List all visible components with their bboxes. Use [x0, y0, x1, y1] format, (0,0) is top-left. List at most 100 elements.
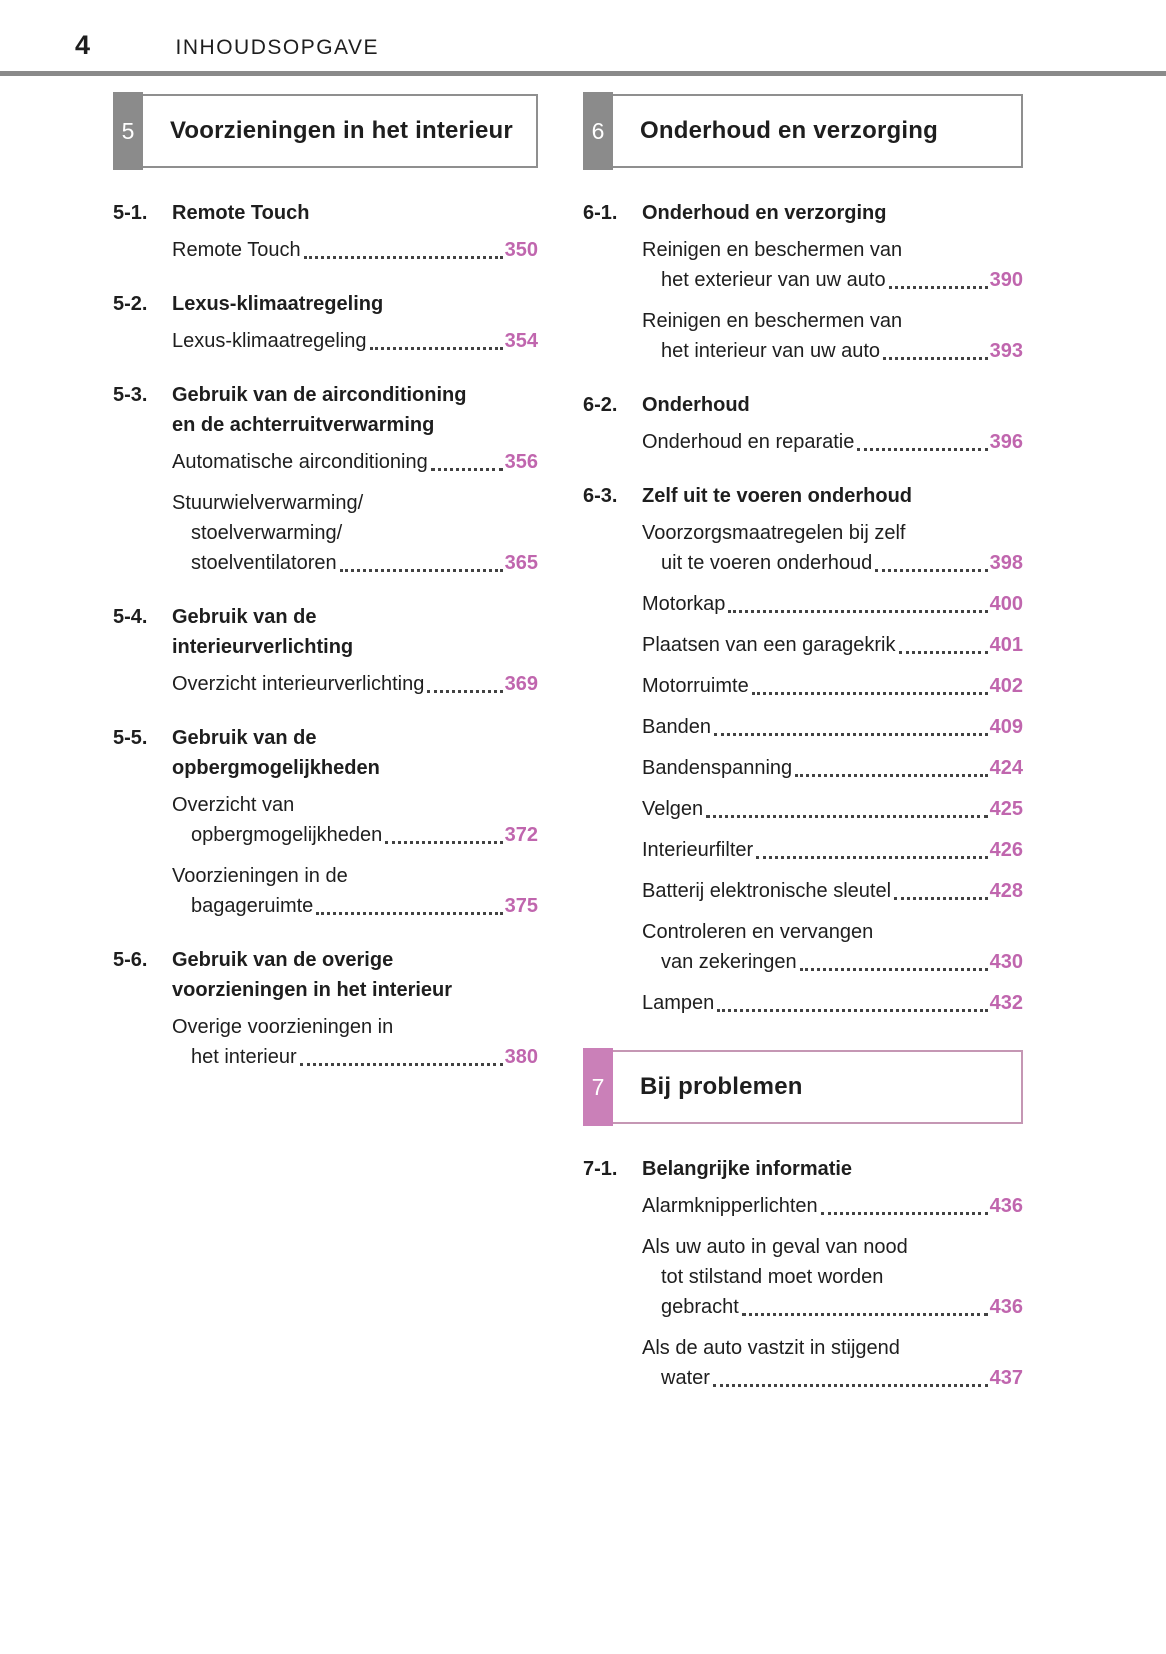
entry-text: Banden [642, 716, 711, 738]
entry-text: opbergmogelijkheden [191, 824, 383, 846]
entry-last-line: Motorruimte 402 [642, 671, 1023, 701]
heading-line: Belangrijke informatie [642, 1158, 853, 1180]
dot-leader [883, 357, 988, 360]
toc-group: 5-6. Gebruik van de overige voorzieningen … [113, 945, 538, 1083]
group-number: 5-3. [113, 384, 148, 406]
entry-last-line: Motorkap 400 [642, 589, 1023, 619]
section-number: 6 [591, 117, 605, 144]
page-ref: 375 [504, 895, 538, 917]
group-number: 5-1. [113, 202, 148, 224]
entry-text: bagageruimte [191, 895, 314, 917]
toc-columns: 5 Voorzieningen in het interieur 5-1. Remot… [0, 76, 1166, 1425]
entry-last-line: Banden 409 [642, 712, 1023, 742]
entry-text: Interieurfilter [642, 839, 754, 861]
toc-entry: Alarmknipperlichten 436 [642, 1191, 1023, 1221]
group-heading: Onderhoud [642, 390, 1023, 420]
page-ref: 425 [989, 798, 1023, 820]
entry-last-line: het interieur 380 [172, 1042, 538, 1072]
toc-entry: Overzicht van opbergmogelijkheden 372 [172, 790, 538, 850]
group-number: 5-6. [113, 949, 148, 971]
entry-text: gebracht [661, 1296, 739, 1318]
entry-text: uit te voeren onderhoud [661, 552, 873, 574]
section-number-tab: 5 [113, 92, 143, 170]
entry-line: Controleren en vervangen [642, 921, 874, 943]
section-title: Onderhoud en verzorging [640, 117, 938, 144]
group-body: Belangrijke informatie Alarmknipperlichte… [642, 1154, 1023, 1404]
entry-last-line: bagageruimte 375 [172, 891, 538, 921]
toc-entry: Controleren en vervangen van zekeringen 43… [642, 917, 1023, 977]
toc-entry: Voorzorgsmaatregelen bij zelf uit te voer… [642, 518, 1023, 578]
dot-leader [820, 1212, 988, 1215]
group-heading: Onderhoud en verzorging [642, 198, 1023, 228]
page-ref: 393 [989, 340, 1023, 362]
group-heading: Gebruik van de overige voorzieningen in h… [172, 945, 538, 1005]
toc-column-right: 6 Onderhoud en verzorging 6-1. Onderhoud en… [583, 92, 1023, 1425]
entry-last-line: Onderhoud en reparatie 396 [642, 427, 1023, 457]
page-title: INHOUDSOPGAVE [175, 36, 380, 59]
page-ref: 380 [504, 1046, 538, 1068]
group-number: 6-2. [583, 394, 618, 416]
entry-text: water [661, 1367, 710, 1389]
entry-last-line: stoelventilatoren 365 [172, 548, 538, 578]
entry-line: Reinigen en beschermen van [642, 239, 903, 261]
group-heading: Gebruik van de opbergmogelijkheden [172, 723, 538, 783]
entry-last-line: water 437 [642, 1363, 1023, 1393]
dot-leader [751, 692, 988, 695]
entry-text: Lampen [642, 992, 715, 1014]
group-number: 5-2. [113, 293, 148, 315]
section-gap [113, 1096, 538, 1104]
entry-last-line: Interieurfilter 426 [642, 835, 1023, 865]
heading-line: Zelf uit te voeren onderhoud [642, 485, 913, 507]
heading-line: Lexus-klimaatregeling [172, 293, 384, 315]
section-number: 7 [591, 1073, 605, 1100]
page-ref: 436 [989, 1296, 1023, 1318]
toc-entry: Bandenspanning 424 [642, 753, 1023, 783]
toc-entry: Als uw auto in geval van nood tot stilsta… [642, 1232, 1023, 1322]
page-ref: 398 [989, 552, 1023, 574]
dot-leader [894, 897, 988, 900]
entry-line: Reinigen en beschermen van [642, 310, 903, 332]
dot-leader [717, 1009, 988, 1012]
entry-text: Remote Touch [172, 239, 301, 261]
heading-line: Gebruik van de [172, 727, 317, 749]
toc-group: 5-1. Remote Touch Remote Touch 350 [113, 198, 538, 276]
entry-text: Overzicht interieurverlichting [172, 673, 425, 695]
toc-entry: Overige voorzieningen in het interieur 380 [172, 1012, 538, 1072]
entry-text: Automatische airconditioning [172, 451, 428, 473]
section-number-tab: 7 [583, 1048, 613, 1126]
heading-line: opbergmogelijkheden [172, 757, 380, 779]
toc-entry: Stuurwielverwarming/stoelverwarming/stoe… [172, 488, 538, 578]
entry-text: het interieur [191, 1046, 297, 1068]
page-ref: 409 [989, 716, 1023, 738]
entry-text: Motorruimte [642, 675, 749, 697]
entry-last-line: uit te voeren onderhoud 398 [642, 548, 1023, 578]
entry-last-line: Batterij elektronische sleutel 428 [642, 876, 1023, 906]
dot-leader [728, 610, 988, 613]
entry-last-line: opbergmogelijkheden 372 [172, 820, 538, 850]
dot-leader [875, 569, 988, 572]
toc-entry: Velgen 425 [642, 794, 1023, 824]
entry-last-line: Automatische airconditioning 356 [172, 447, 538, 477]
toc-entry: Batterij elektronische sleutel 428 [642, 876, 1023, 906]
heading-line: Gebruik van de airconditioning [172, 384, 467, 406]
dot-leader [316, 912, 503, 915]
group-body: Gebruik van de airconditioning en de acht… [172, 380, 538, 589]
group-body: Remote Touch Remote Touch 350 [172, 198, 538, 276]
dot-leader [795, 774, 988, 777]
group-heading: Zelf uit te voeren onderhoud [642, 481, 1023, 511]
page-ref: 402 [989, 675, 1023, 697]
group-body: Onderhoud Onderhoud en reparatie 396 [642, 390, 1023, 468]
entry-last-line: van zekeringen 430 [642, 947, 1023, 977]
entry-text: Alarmknipperlichten [642, 1195, 818, 1217]
dot-leader [741, 1313, 988, 1316]
group-heading: Lexus-klimaatregeling [172, 289, 538, 319]
group-heading: Belangrijke informatie [642, 1154, 1023, 1184]
dot-leader [857, 448, 988, 451]
toc-group: 5-2. Lexus-klimaatregeling Lexus-klimaatre… [113, 289, 538, 367]
entry-text: Plaatsen van een garagekrik [642, 634, 896, 656]
dot-leader [299, 1063, 503, 1066]
entry-last-line: Overzicht interieurverlichting 369 [172, 669, 538, 699]
group-heading: Gebruik van de airconditioning en de acht… [172, 380, 538, 440]
toc-entry: Lampen 432 [642, 988, 1023, 1018]
